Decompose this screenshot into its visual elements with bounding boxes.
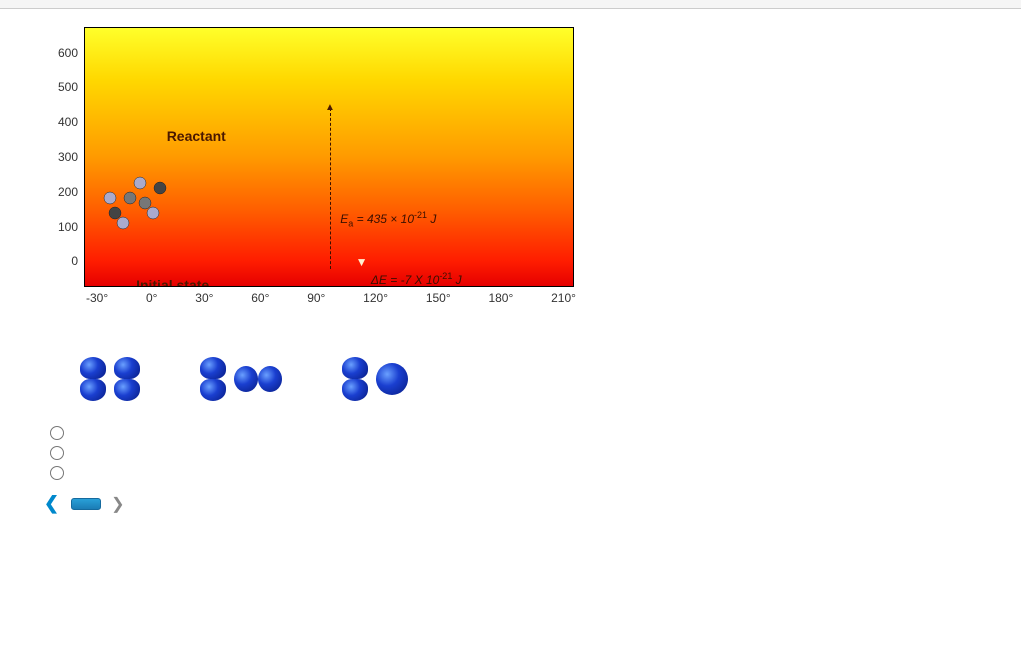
picture-b [200, 341, 282, 409]
orbital-pictures [20, 335, 1001, 419]
next-button[interactable]: ❯ [109, 494, 124, 514]
radio-b[interactable] [50, 446, 64, 460]
check-button[interactable] [71, 498, 101, 510]
energy-chart: 6005004003002001000 ▲▼ReactantInitial st… [50, 27, 991, 309]
x-ticks: -30°0°30°60°90°120°150°180°210° [86, 287, 576, 305]
option-a[interactable] [50, 423, 971, 443]
y-ticks: 6005004003002001000 [58, 27, 84, 287]
navigation: ❮ ❯ [20, 487, 1001, 520]
radio-a[interactable] [50, 426, 64, 440]
option-c[interactable] [50, 463, 971, 483]
picture-a [80, 341, 140, 409]
header-bar [0, 0, 1021, 9]
plot-area: ▲▼ReactantInitial stateEa = 435 × 10-21 … [84, 27, 574, 287]
question-text [20, 319, 1001, 335]
option-b[interactable] [50, 443, 971, 463]
content-area: 6005004003002001000 ▲▼ReactantInitial st… [0, 9, 1021, 528]
picture-c [342, 341, 408, 409]
x-axis-label [58, 305, 548, 309]
answer-options [20, 419, 1001, 487]
radio-c[interactable] [50, 466, 64, 480]
prev-button[interactable]: ❮ [40, 493, 63, 514]
chevron-right-icon: ❯ [111, 494, 124, 514]
